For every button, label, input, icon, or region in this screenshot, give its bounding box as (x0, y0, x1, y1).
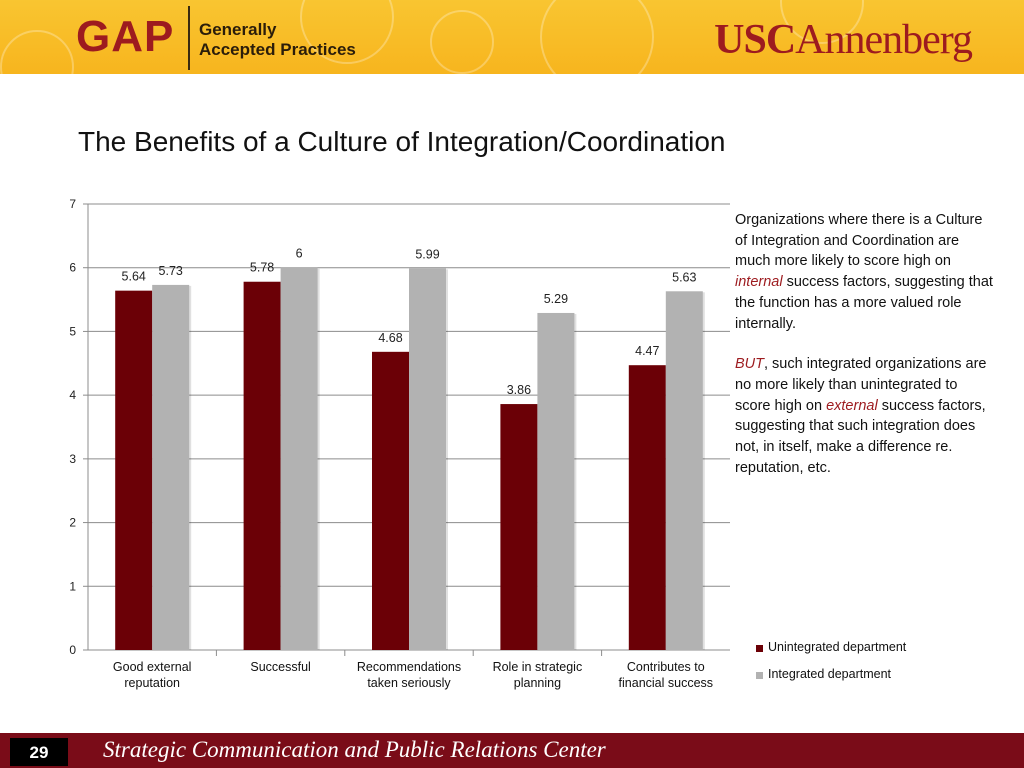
header-banner: GAP Generally Accepted Practices USCAnne… (0, 0, 1024, 74)
logo-divider (188, 6, 190, 70)
commentary-text: Organizations where there is a Culture o… (735, 212, 983, 270)
footer-bar: 29 Strategic Communication and Public Re… (0, 733, 1024, 768)
side-commentary: Organizations where there is a Culture o… (735, 210, 995, 478)
gap-logo: GAP (76, 12, 175, 61)
data-label: 5.29 (544, 292, 568, 306)
commentary-paragraph-2: BUT, such integrated organizations are n… (735, 354, 995, 478)
y-tick-label: 4 (69, 388, 76, 402)
data-label: 5.63 (672, 270, 696, 284)
data-label: 4.68 (378, 331, 402, 345)
decorative-swirl (0, 30, 74, 74)
y-tick-label: 3 (69, 452, 76, 466)
data-label: 5.64 (122, 270, 146, 284)
emphasis-internal: internal (735, 274, 783, 291)
legend-swatch (756, 645, 763, 652)
bar-unintegrated (243, 281, 281, 650)
annenberg-logo-part: Annenberg (795, 17, 973, 63)
commentary-text: success factors, suggesting that such in… (735, 397, 986, 476)
y-tick-label: 7 (69, 197, 76, 211)
slide-title: The Benefits of a Culture of Integration… (78, 126, 726, 157)
data-label: 5.78 (250, 261, 274, 275)
data-label: 3.86 (507, 383, 531, 397)
commentary-text: success factors, suggesting that the fun… (735, 274, 993, 332)
usc-annenberg-logo: USCAnnenberg (714, 17, 973, 63)
legend-swatch (756, 672, 763, 679)
x-category-label: financial success (619, 676, 714, 690)
bar-integrated (409, 268, 446, 650)
y-tick-label: 2 (69, 516, 76, 530)
bar-chart: 0 1 2 3 4 5 6 7 5.64 5.73 Good external reputation 5… (69, 197, 730, 690)
x-category-label: taken seriously (367, 676, 451, 690)
bar-unintegrated (372, 351, 409, 650)
data-label: 5.73 (159, 264, 183, 278)
decorative-swirl (540, 0, 654, 74)
bar-unintegrated (500, 404, 538, 650)
bar-integrated (537, 312, 575, 650)
bar-integrated (665, 291, 703, 650)
bar-unintegrated (115, 290, 153, 650)
bar-integrated (152, 284, 190, 650)
gap-tagline-line1: Generally (199, 20, 277, 39)
y-tick-label: 1 (69, 579, 76, 593)
page-number: 29 (29, 743, 49, 762)
decorative-swirl (430, 10, 494, 74)
x-category-label: Recommendations (357, 660, 461, 674)
commentary-text: , such integrated organizations are no m… (735, 356, 987, 414)
y-tick-label: 6 (69, 261, 76, 275)
commentary-paragraph-1: Organizations where there is a Culture o… (735, 210, 995, 334)
emphasis-but: BUT (735, 356, 764, 373)
data-label: 5.99 (415, 247, 439, 261)
x-category-label: planning (514, 676, 561, 690)
legend-label: Integrated department (768, 667, 891, 681)
page-number-box: 29 (10, 738, 68, 766)
x-category-label: Role in strategic (493, 660, 583, 674)
bar-unintegrated (628, 365, 666, 650)
bar-integrated (280, 267, 318, 650)
data-label: 4.47 (635, 344, 659, 358)
legend-label: Unintegrated department (768, 640, 907, 654)
data-label: 6 (296, 247, 303, 261)
x-category-label: Contributes to (627, 660, 705, 674)
emphasis-external: external (826, 397, 878, 414)
footer-title: Strategic Communication and Public Relat… (103, 737, 606, 762)
x-category-label: Good external (113, 660, 192, 674)
usc-logo-part: USC (714, 17, 796, 63)
y-tick-label: 5 (69, 324, 76, 338)
x-category-label: Successful (250, 660, 310, 674)
gap-tagline-line2: Accepted Practices (199, 40, 356, 59)
y-tick-label: 0 (69, 643, 76, 657)
x-category-label: reputation (124, 676, 180, 690)
